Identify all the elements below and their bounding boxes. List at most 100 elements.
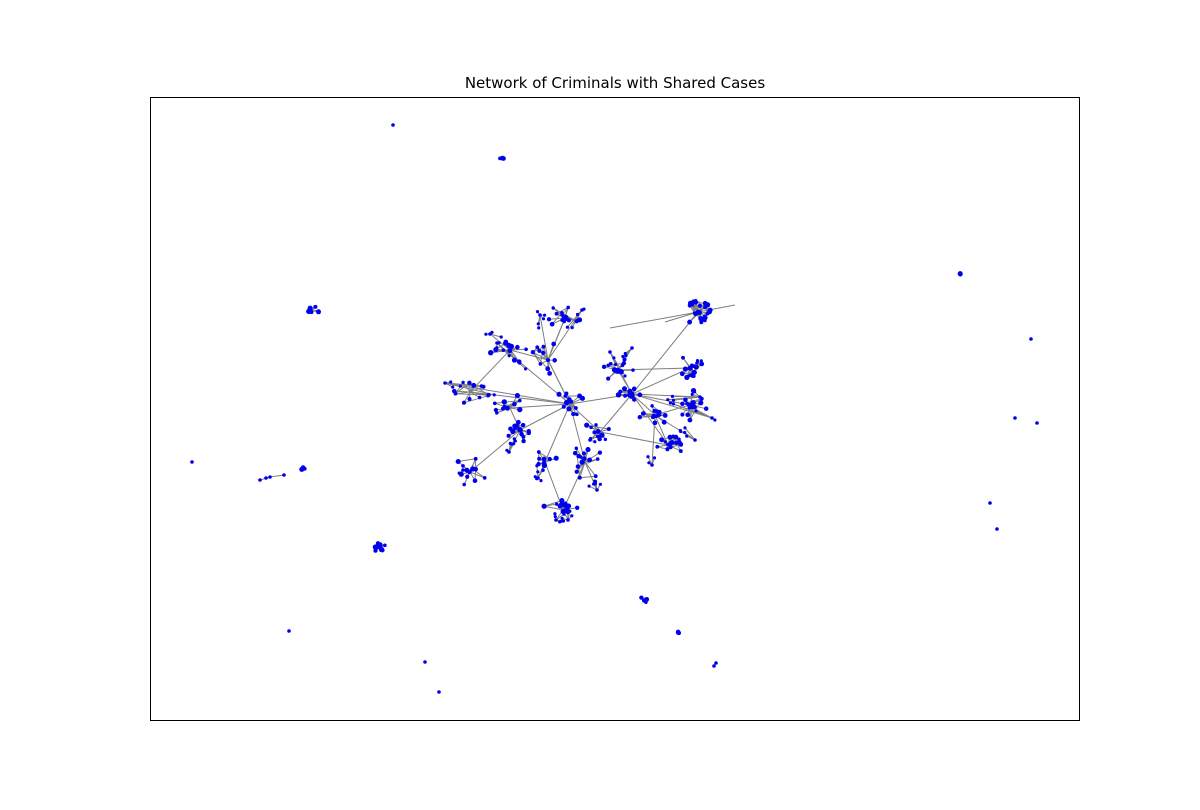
node-37 — [662, 413, 668, 418]
edge-216 — [469, 471, 485, 479]
node-134 — [547, 456, 552, 462]
node-298 — [679, 429, 683, 434]
node-40 — [661, 419, 667, 425]
node-339 — [695, 365, 699, 369]
node-92 — [562, 319, 566, 324]
node-81 — [501, 348, 506, 353]
node-341 — [553, 512, 557, 516]
node-216 — [690, 399, 696, 406]
node-131 — [472, 478, 478, 484]
node-247 — [622, 357, 627, 362]
node-166 — [564, 506, 570, 512]
node-403 — [378, 542, 383, 547]
edge-28 — [609, 311, 699, 329]
node-244 — [631, 368, 635, 372]
edge-20 — [654, 414, 669, 446]
node-33 — [545, 366, 551, 372]
node-158 — [541, 503, 547, 509]
node-76 — [503, 339, 509, 345]
node-397 — [373, 548, 378, 553]
node-393 — [383, 543, 387, 548]
node-371 — [706, 309, 713, 315]
edge-27 — [519, 403, 571, 431]
node-257 — [492, 393, 496, 397]
node-431 — [1013, 416, 1017, 420]
edge-10 — [631, 367, 691, 395]
node-218 — [703, 406, 709, 411]
node-318 — [461, 468, 465, 472]
node-65 — [668, 444, 673, 450]
node-220 — [687, 417, 693, 423]
node-137 — [537, 456, 542, 461]
edge-75 — [532, 351, 549, 361]
node-422 — [282, 473, 286, 477]
node-283 — [713, 418, 717, 422]
node-79 — [507, 348, 513, 354]
node-238 — [519, 431, 524, 437]
node-28 — [552, 358, 557, 363]
node-294 — [683, 426, 687, 430]
node-98 — [560, 311, 564, 315]
node-70 — [524, 347, 528, 352]
node-353 — [508, 441, 512, 445]
node-183 — [687, 319, 693, 325]
node-345 — [560, 519, 564, 523]
node-275 — [543, 313, 547, 317]
node-152 — [593, 474, 598, 479]
node-119 — [471, 382, 477, 388]
node-199 — [684, 374, 690, 381]
node-333 — [623, 351, 627, 356]
node-317 — [533, 475, 537, 479]
node-274 — [538, 313, 542, 317]
node-356 — [589, 436, 593, 441]
node-404 — [378, 546, 385, 552]
node-210 — [680, 401, 685, 407]
node-255 — [618, 369, 624, 375]
node-73 — [515, 344, 520, 350]
edge-445 — [631, 393, 713, 419]
node-316 — [535, 464, 539, 468]
node-372 — [691, 299, 697, 305]
node-267 — [524, 367, 528, 371]
node-25 — [632, 397, 637, 402]
node-52 — [641, 411, 646, 416]
node-169 — [575, 505, 580, 510]
node-256 — [443, 381, 447, 385]
node-50 — [654, 409, 660, 414]
node-282 — [671, 402, 676, 406]
node-135 — [541, 456, 547, 462]
node-340 — [554, 518, 558, 522]
node-107 — [514, 393, 520, 399]
node-402 — [375, 544, 380, 549]
node-310 — [587, 484, 591, 488]
edge-178 — [551, 312, 563, 325]
node-424 — [714, 661, 718, 665]
edge-231 — [458, 458, 476, 462]
node-355 — [593, 440, 597, 444]
node-102 — [512, 401, 517, 407]
node-149 — [575, 464, 581, 469]
node-323 — [499, 335, 503, 339]
node-layer — [190, 123, 1039, 694]
node-66 — [677, 437, 681, 442]
node-350 — [505, 448, 509, 452]
edge-196 — [494, 400, 520, 404]
edge-86 — [532, 351, 541, 365]
node-290 — [671, 398, 676, 402]
edge-633 — [269, 474, 285, 478]
node-362 — [646, 455, 650, 459]
edge-421 — [444, 382, 571, 405]
node-129 — [465, 474, 470, 479]
node-177 — [584, 422, 590, 428]
node-375 — [704, 302, 711, 308]
node-289 — [693, 390, 697, 394]
edge-200 — [462, 382, 471, 393]
node-55 — [655, 444, 660, 449]
node-321 — [457, 471, 461, 475]
node-352 — [513, 439, 517, 443]
node-361 — [652, 456, 657, 460]
figure-title: Network of Criminals with Shared Cases — [464, 74, 766, 92]
edge-439 — [539, 314, 549, 361]
node-418 — [500, 155, 505, 161]
node-6 — [563, 399, 570, 406]
